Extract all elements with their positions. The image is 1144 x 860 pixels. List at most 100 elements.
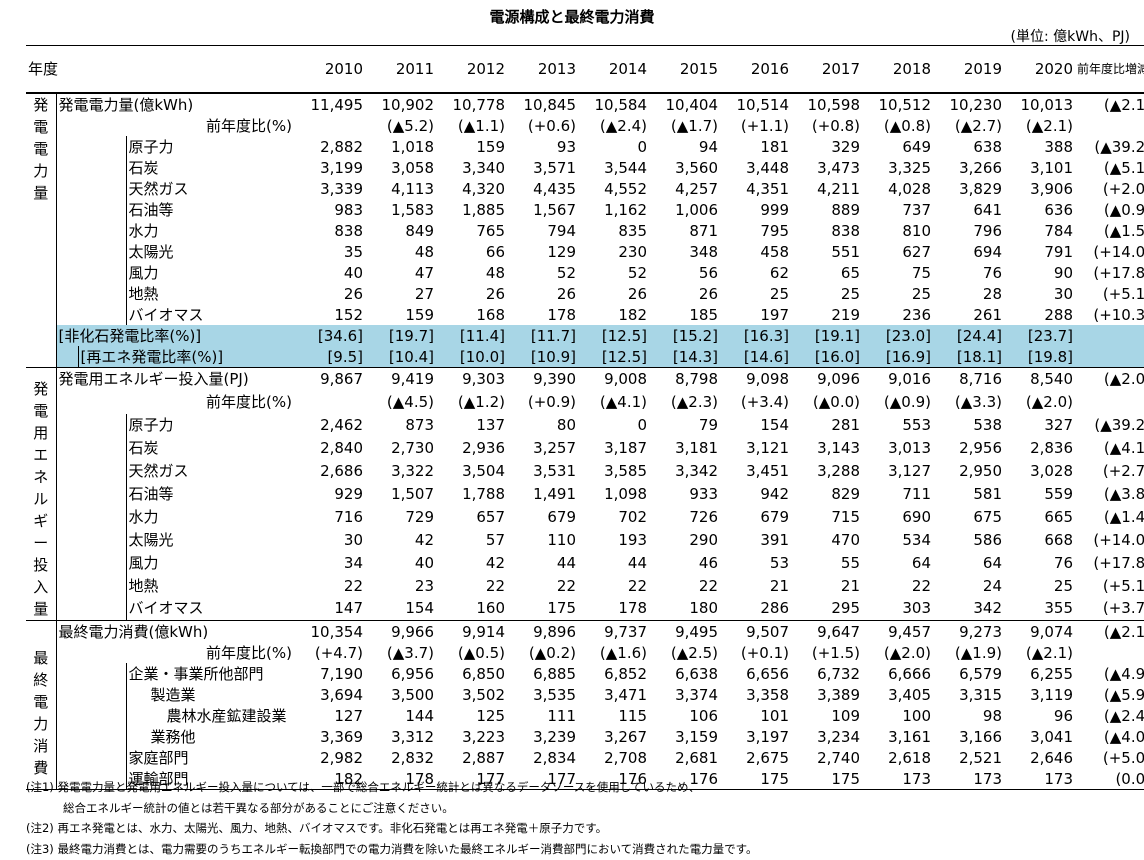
value-cell: 93	[556, 137, 577, 156]
change-cell	[1075, 325, 1144, 346]
row-label: 原子力	[125, 136, 295, 157]
value-cell: 665	[1044, 507, 1074, 526]
footnote-line: (注2) 再エネ発電とは、水力、太陽光、風力、地熱、バイオマスです。非化石発電と…	[26, 821, 608, 835]
value-cell: 1,507	[391, 484, 435, 503]
value-cell: 3,829	[959, 179, 1003, 198]
value-cell: 137	[476, 416, 506, 435]
value-cell: 551	[831, 242, 861, 261]
change-cell: (+2.0)	[1102, 179, 1144, 198]
value-cell: 21	[769, 576, 790, 595]
row-label: 水力	[125, 220, 295, 241]
footnotes: (注1) 発電電力量と発電用エネルギー投入量については、一部で総合エネルギー統計…	[26, 777, 1126, 859]
change-cell: (+5.1)	[1102, 284, 1144, 303]
value-cell: 2,462	[320, 416, 364, 435]
value-cell: 26	[698, 284, 719, 303]
value-cell: 2,982	[320, 748, 364, 767]
value-cell: 3,531	[533, 462, 577, 481]
change-cell: (▲39.2)	[1094, 137, 1144, 156]
value-cell: 23	[414, 576, 435, 595]
year-cell: 2020	[1004, 45, 1076, 94]
table-row: 水力 838 849 765 794 835 871 795 838 810 796 784 (▲1.5…	[26, 220, 1144, 241]
indent-cell	[56, 726, 126, 747]
table-row: 石油等 983 1,583 1,885 1,567 1,162 1,006 999 889 737…	[26, 199, 1144, 220]
value-cell: 9,647	[817, 622, 861, 641]
value-cell: 3,041	[1030, 727, 1074, 746]
change-cell: (+2.7)	[1102, 462, 1144, 481]
row-label: 発電用エネルギー投入量(PJ)	[58, 370, 249, 389]
value-cell: 57	[485, 530, 506, 549]
row-label: 最終電力消費(億kWh)	[58, 622, 209, 641]
value-cell: 388	[1044, 137, 1074, 156]
value-cell: 2,836	[1030, 439, 1074, 458]
data-table: 年度 2010 2011 2012 2013 2014 2015 2016 20…	[26, 45, 1144, 790]
value-cell: 9,867	[320, 370, 364, 389]
indent-cell	[56, 262, 126, 283]
value-cell: 11,495	[310, 95, 364, 114]
change-cell: (+14.0)	[1093, 242, 1144, 261]
change-cell: (▲4.1)	[1103, 439, 1144, 458]
value-cell: 64	[911, 553, 932, 572]
value-cell: 889	[831, 200, 861, 219]
indent-cell	[56, 747, 126, 768]
value-cell: 30	[1053, 284, 1074, 303]
value-cell: 668	[1044, 530, 1074, 549]
value-cell: 534	[902, 530, 932, 549]
value-cell: 581	[973, 484, 1003, 503]
value-cell: [11.4]	[436, 325, 508, 346]
value-cell: 193	[618, 530, 648, 549]
value-cell: 3,058	[391, 158, 435, 177]
value-cell: 22	[627, 576, 648, 595]
value-cell: 25	[840, 284, 861, 303]
row-label: 農林水産鉱建設業	[125, 705, 295, 726]
value-cell: 726	[689, 507, 719, 526]
value-cell: 6,638	[675, 664, 719, 683]
value-cell: 2,618	[888, 748, 932, 767]
section-label: 最終電力消費	[33, 649, 49, 777]
value-cell: 1,006	[675, 200, 719, 219]
section-label: 発電電力量	[33, 96, 49, 202]
value-cell: 3,239	[533, 727, 577, 746]
value-cell: 933	[689, 484, 719, 503]
value-cell: 159	[405, 305, 435, 324]
row-label: 運輸部門	[125, 768, 295, 790]
value-cell: 177	[507, 768, 579, 790]
value-cell: 0	[637, 416, 648, 435]
row-label: 地熱	[125, 283, 295, 304]
value-cell: 329	[831, 137, 861, 156]
value-cell: 3,471	[604, 685, 648, 704]
value-cell: 2,882	[320, 137, 364, 156]
value-cell: 24	[982, 576, 1003, 595]
value-cell: (+0.6)	[527, 116, 577, 135]
value-cell: (▲2.1)	[1025, 643, 1074, 662]
table-row: 発電電力量 発電電力量(億kWh) 11,495 10,902 10,778 10,845…	[26, 93, 1144, 368]
value-cell: 288	[1044, 305, 1074, 324]
value-cell: 25	[911, 284, 932, 303]
value-cell: 2,832	[391, 748, 435, 767]
table-row: 原子力 2,882 1,018 159 93 0 94 181 329 649 638 388 (▲39…	[26, 136, 1144, 157]
indent-cell	[56, 663, 126, 684]
value-cell: 838	[334, 221, 364, 240]
value-cell: (▲2.0)	[1025, 393, 1074, 412]
row-label: 太陽光	[125, 241, 295, 262]
value-cell: 185	[689, 305, 719, 324]
value-cell: 3,266	[959, 158, 1003, 177]
value-cell: 261	[973, 305, 1003, 324]
value-cell: 9,419	[391, 370, 435, 389]
value-cell: 25	[1053, 576, 1074, 595]
table-row: 製造業 3,694 3,500 3,502 3,535 3,471 3,374 3,358 3,…	[26, 684, 1144, 705]
value-cell: 175	[791, 768, 863, 790]
indent-cell	[56, 304, 126, 325]
value-cell: 559	[1044, 484, 1074, 503]
value-cell: 303	[862, 596, 934, 621]
value-cell: 849	[405, 221, 435, 240]
value-cell: 290	[689, 530, 719, 549]
value-cell: 8,540	[1030, 370, 1074, 389]
section-label-cell: 発電用エネルギー投入量	[26, 367, 57, 621]
table-row: 太陽光 35 48 66 129 230 348 458 551 627 694 791 (+14.0)	[26, 241, 1144, 262]
indent-cell	[56, 551, 126, 574]
value-cell: 3,322	[391, 462, 435, 481]
value-cell: (▲0.5)	[457, 643, 506, 662]
value-cell: [9.5]	[294, 346, 366, 368]
value-cell: 3,544	[604, 158, 648, 177]
value-cell: (+3.4)	[740, 393, 790, 412]
